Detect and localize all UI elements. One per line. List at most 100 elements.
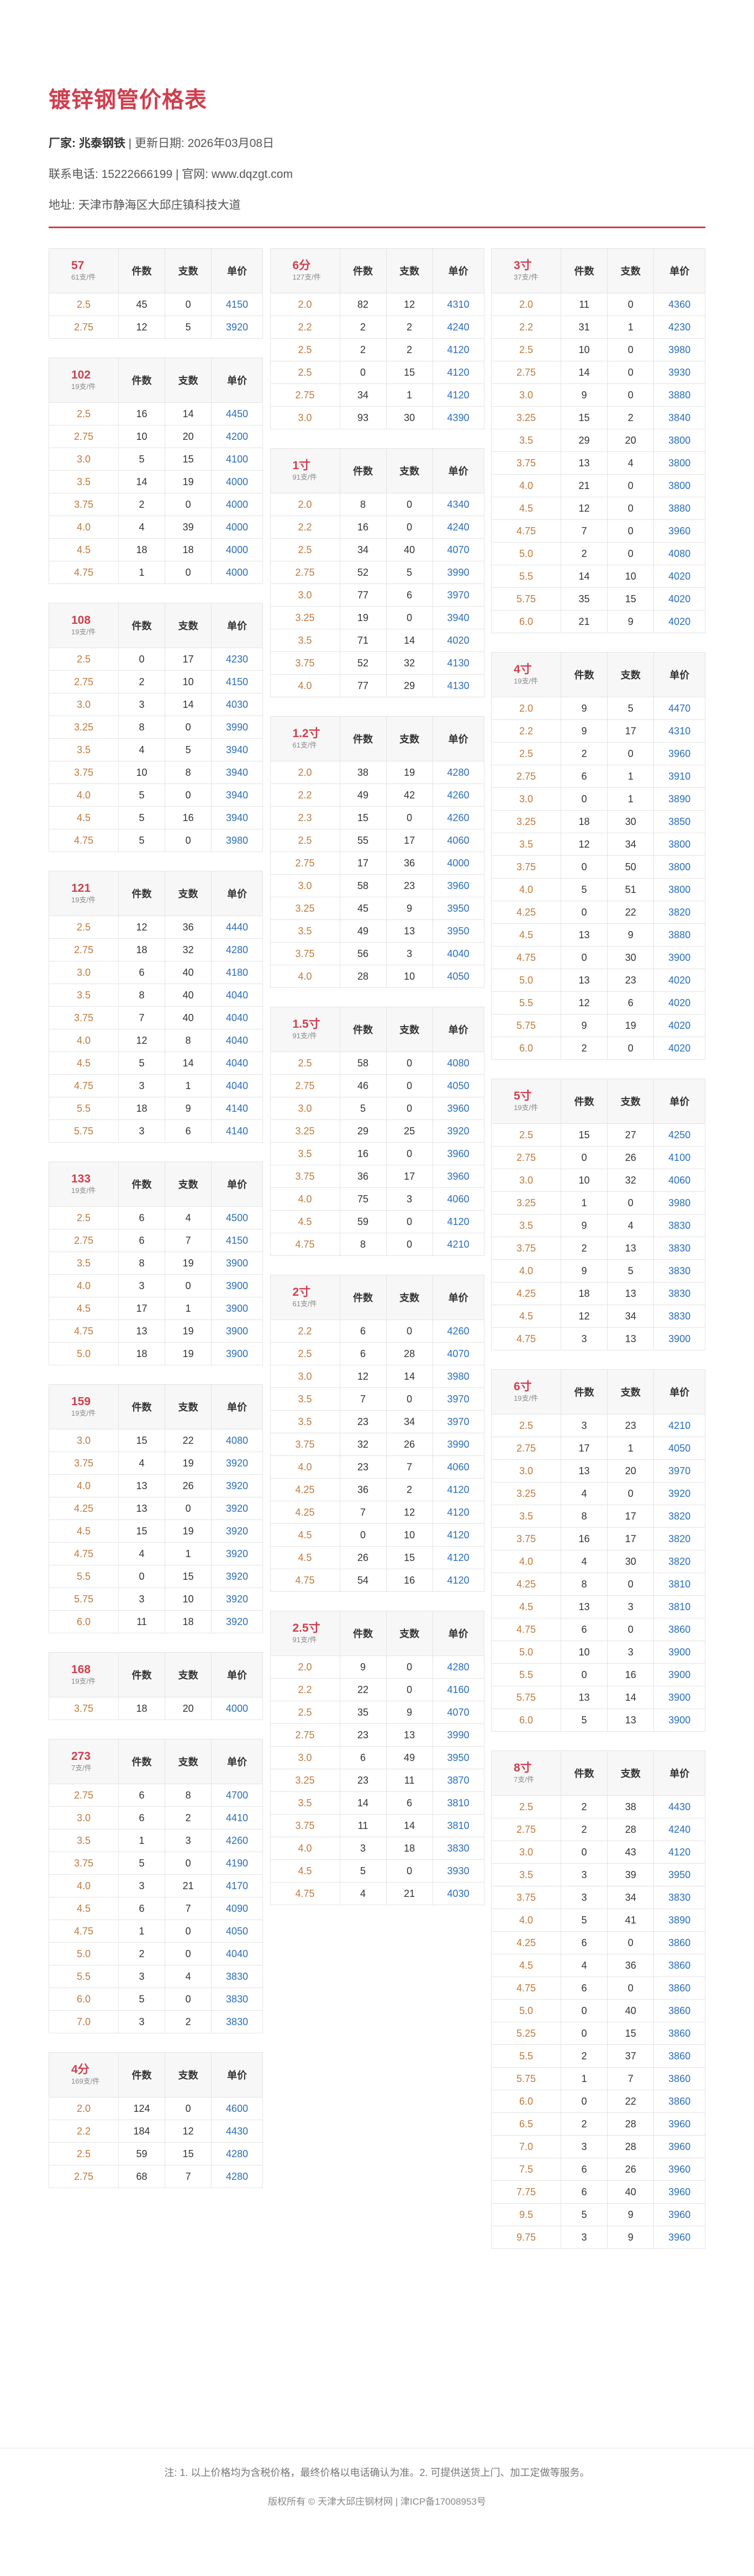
- pieces-per-bundle: 19支/件: [71, 1186, 96, 1195]
- pieces-cell: 23: [386, 874, 433, 897]
- size-header: 2寸 61支/件: [270, 1275, 340, 1320]
- count-cell: 18: [560, 1282, 608, 1305]
- pieces-cell: 0: [386, 493, 433, 516]
- thickness-cell: 5.0: [49, 1342, 119, 1365]
- thickness-cell: 3.5: [491, 1214, 561, 1237]
- thickness-cell: 4.0: [491, 878, 561, 901]
- count-cell: 32: [339, 1433, 387, 1456]
- count-cell: 8: [560, 1505, 608, 1528]
- price-table: 6寸 19支/件 件数 支数 单价 2.5 3 23 4210 2.75 17 1 4050 3.0 13 2…: [491, 1369, 705, 1732]
- count-cell: 0: [560, 855, 608, 879]
- pieces-cell: 22: [607, 901, 655, 924]
- price-cell: 3870: [432, 1769, 484, 1792]
- count-cell: 2: [118, 1942, 166, 1965]
- count-cell: 7: [339, 1387, 387, 1411]
- pieces-cell: 0: [386, 806, 433, 829]
- size-header: 2.5寸 91支/件: [270, 1611, 340, 1656]
- thickness-cell: 3.5: [49, 1252, 119, 1275]
- pieces-cell: 12: [386, 293, 433, 316]
- count-cell: 0: [560, 946, 608, 969]
- thickness-cell: 4.5: [491, 1954, 561, 1977]
- count-cell: 68: [118, 2165, 166, 2188]
- table-row: 3.75 0 50 3800: [491, 855, 705, 879]
- count-cell: 5: [118, 806, 166, 829]
- count-cell: 2: [118, 670, 166, 693]
- count-cell: 12: [118, 1029, 166, 1052]
- price-header: 单价: [432, 448, 484, 493]
- table-row: 5.75 1 7 3860: [491, 2067, 705, 2090]
- thickness-cell: 2.5: [49, 402, 119, 425]
- footer-copyright: 版权所有 © 天津大邱庄钢材网 | 津ICP备17008953号: [268, 2496, 486, 2507]
- thickness-cell: 2.5: [270, 538, 340, 561]
- price-cell: 3800: [653, 855, 705, 879]
- count-cell: 0: [560, 1663, 608, 1686]
- price-cell: 3820: [653, 901, 705, 924]
- thickness-cell: 2.5: [49, 648, 119, 671]
- price-cell: 4280: [211, 938, 263, 961]
- pieces-cell: 50: [607, 855, 655, 879]
- pieces-cell: 1: [386, 383, 433, 407]
- pieces-cell: 0: [386, 1142, 433, 1165]
- pieces-cell: 3: [607, 1595, 655, 1618]
- pieces-cell: 11: [386, 1769, 433, 1792]
- thickness-cell: 3.25: [270, 1769, 340, 1792]
- thickness-cell: 4.5: [491, 923, 561, 947]
- table-row: 3.75 13 4 3800: [491, 451, 705, 475]
- thickness-cell: 2.75: [49, 1229, 119, 1252]
- thickness-cell: 3.0: [270, 1746, 340, 1769]
- pieces-cell: 2: [607, 406, 655, 429]
- table-row: 4.5 12 34 3830: [491, 1305, 705, 1328]
- thickness-cell: 4.75: [491, 946, 561, 969]
- table-row: 3.75 4 19 3920: [49, 1452, 263, 1475]
- thickness-cell: 2.2: [270, 784, 340, 807]
- thickness-cell: 4.0: [49, 1029, 119, 1052]
- table-row: 4.0 4 30 3820: [491, 1550, 705, 1573]
- table-row: 3.75 16 17 3820: [491, 1527, 705, 1550]
- pieces-per-bundle: 169支/件: [71, 2077, 100, 2085]
- table-row: 3.0 15 22 4080: [49, 1429, 263, 1452]
- pieces-per-bundle: 19支/件: [71, 896, 96, 904]
- pieces-cell: 30: [607, 946, 655, 969]
- table-row: 3.5 14 6 3810: [270, 1791, 484, 1815]
- thickness-cell: 5.0: [491, 542, 561, 565]
- price-cell: 3860: [653, 1931, 705, 1954]
- pieces-cell: 16: [607, 1663, 655, 1686]
- count-cell: 54: [339, 1569, 387, 1592]
- pieces-cell: 0: [165, 1942, 212, 1965]
- pieces-cell: 0: [607, 1618, 655, 1641]
- price-columns: 57 61支/件 件数 支数 单价 2.5 45 0 4150 2.75 12 5 3920 102 19支…: [49, 248, 705, 2268]
- size-name: 4分: [71, 2063, 89, 2076]
- count-cell: 6: [118, 1784, 166, 1807]
- price-cell: 4150: [211, 293, 263, 316]
- table-row: 4.25 8 0 3810: [491, 1573, 705, 1596]
- pieces-cell: 0: [386, 1319, 433, 1343]
- pieces-cell: 39: [165, 516, 212, 539]
- table-row: 2.0 9 0 4280: [270, 1655, 484, 1679]
- thickness-cell: 4.0: [491, 1550, 561, 1573]
- count-cell: 16: [118, 402, 166, 425]
- count-cell: 3: [118, 693, 166, 716]
- table-row: 3.0 12 14 3980: [270, 1365, 484, 1388]
- pieces-per-bundle: 7支/件: [71, 1764, 92, 1772]
- table-header-row: 102 19支/件 件数 支数 单价: [49, 358, 263, 403]
- price-cell: 4260: [432, 806, 484, 829]
- size-header: 133 19支/件: [49, 1161, 119, 1207]
- table-row: 3.5 1 3 4260: [49, 1829, 263, 1852]
- count-cell: 5: [118, 1052, 166, 1075]
- thickness-cell: 4.0: [491, 1909, 561, 1932]
- pieces-cell: 28: [607, 1818, 655, 1841]
- price-cell: 3920: [653, 1482, 705, 1505]
- count-cell: 3: [118, 1119, 166, 1143]
- table-row: 2.75 6 8 4700: [49, 1784, 263, 1807]
- thickness-cell: 3.75: [270, 1165, 340, 1188]
- count-cell: 55: [339, 829, 387, 852]
- thickness-cell: 2.75: [49, 670, 119, 693]
- table-header-row: 168 19支/件 件数 支数 单价: [49, 1652, 263, 1697]
- pieces-per-bundle: 19支/件: [514, 1394, 539, 1402]
- table-row: 3.75 32 26 3990: [270, 1433, 484, 1456]
- price-cell: 4080: [211, 1429, 263, 1452]
- table-row: 4.75 6 0 3860: [491, 1976, 705, 2000]
- count-cell: 5: [118, 829, 166, 852]
- thickness-cell: 6.0: [491, 610, 561, 633]
- price-cell: 3900: [653, 1641, 705, 1664]
